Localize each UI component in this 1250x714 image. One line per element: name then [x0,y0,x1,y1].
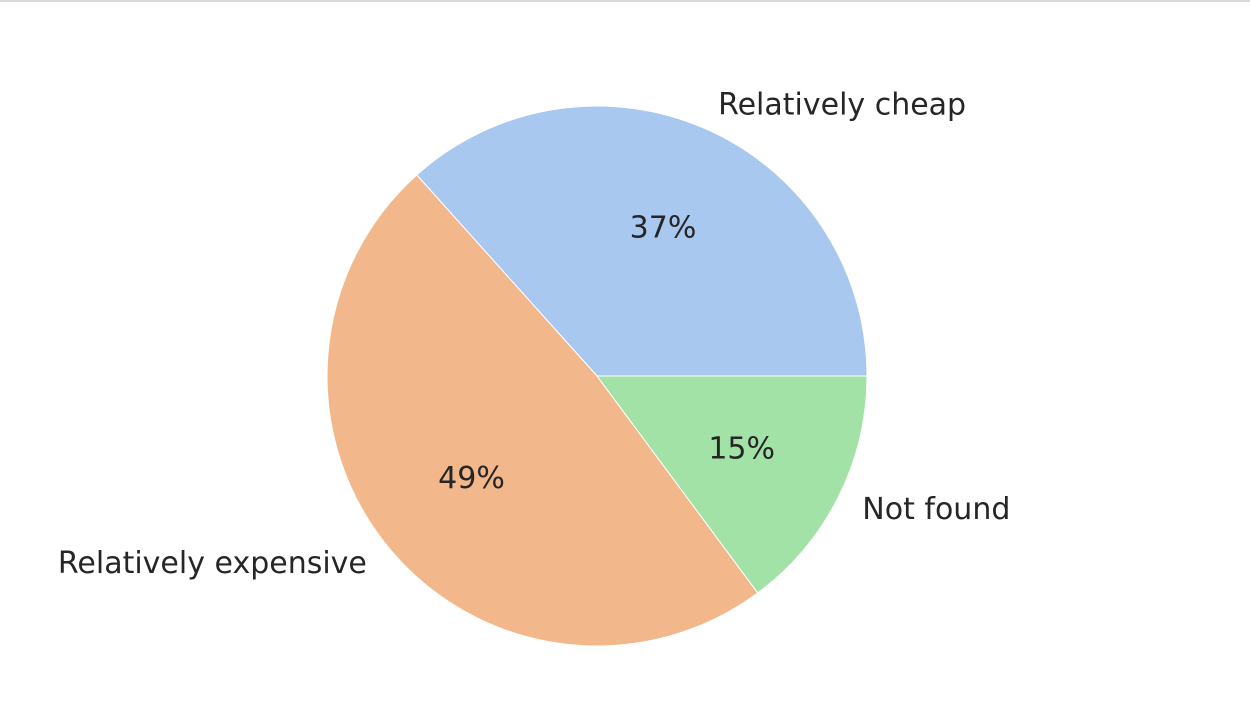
pie-slice-2 [596,375,868,594]
pie-slice-1 [326,174,759,647]
slice-percent-label: 49% [438,461,505,496]
top-divider [0,0,1250,2]
slice-percent-label: 37% [630,211,697,246]
slice-category-label: Relatively expensive [58,546,367,581]
slice-category-label: Relatively cheap [718,87,966,122]
pie-slice-0 [416,105,868,377]
slice-percent-label: 15% [708,431,775,466]
slice-category-label: Not found [862,492,1010,527]
